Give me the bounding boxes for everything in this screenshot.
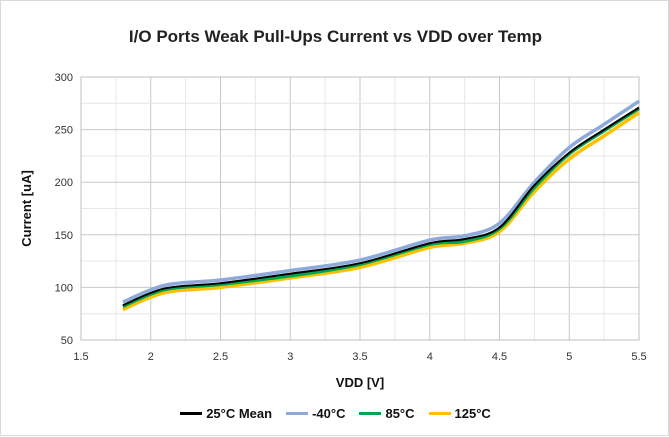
legend-swatch <box>428 412 451 415</box>
x-axis-label: VDD [V] <box>336 375 384 390</box>
legend-swatch <box>180 412 203 415</box>
chart-title: I/O Ports Weak Pull-Ups Current vs VDD o… <box>128 27 543 46</box>
legend-swatch <box>286 412 309 415</box>
legend-label: 25°C Mean <box>206 406 273 421</box>
legend-item: 125°C <box>428 406 491 421</box>
legend-item: -40°C <box>286 406 345 421</box>
series-line-125c <box>122 111 640 312</box>
x-tick-label: 2.5 <box>213 351 228 363</box>
x-tick-label: 3.5 <box>352 351 367 363</box>
x-tick-label: 4 <box>427 351 433 363</box>
legend-item: 25°C Mean <box>180 406 272 421</box>
series-line-40c <box>122 99 640 304</box>
x-tick-label: 5 <box>566 351 572 363</box>
y-tick-label: 250 <box>55 125 73 137</box>
y-tick-label: 200 <box>55 177 73 189</box>
legend-label: 125°C <box>454 406 491 421</box>
y-tick-label: 150 <box>55 230 73 242</box>
x-tick-label: 5.5 <box>631 351 646 363</box>
legend-swatch <box>359 412 382 415</box>
x-tick-label: 3 <box>287 351 293 363</box>
legend-label: 85°C <box>385 406 415 421</box>
legend: 25°C Mean -40°C 85°C 125°C <box>1 406 669 421</box>
legend-item: 85°C <box>359 406 415 421</box>
legend-label: -40°C <box>312 406 346 421</box>
series-line-85c <box>122 107 640 308</box>
y-tick-label: 50 <box>61 335 73 347</box>
x-tick-label: 1.5 <box>73 351 88 363</box>
y-tick-label: 100 <box>55 282 73 294</box>
x-tick-label: 2 <box>148 351 154 363</box>
plot-border <box>80 76 640 341</box>
y-axis-label: Current [uA] <box>19 170 34 247</box>
series-line-25cmean <box>122 106 640 307</box>
y-tick-label: 300 <box>55 72 73 84</box>
x-tick-label: 4.5 <box>492 351 507 363</box>
